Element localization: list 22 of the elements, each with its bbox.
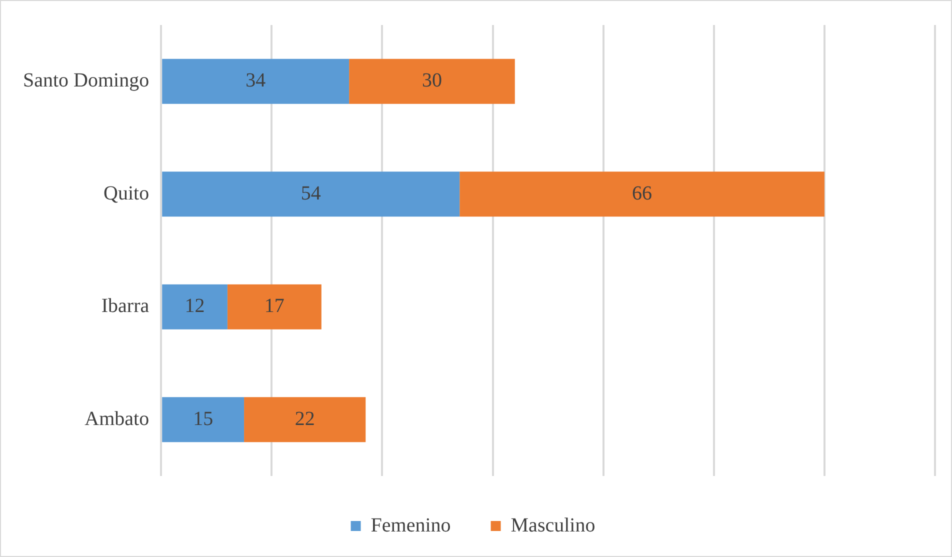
data-label: 12	[184, 295, 205, 318]
bar	[162, 284, 228, 330]
bar	[162, 58, 350, 104]
data-label: 22	[294, 408, 315, 430]
y-tick-label: Santo Domingo	[22, 70, 150, 92]
data-label: 34	[246, 70, 266, 92]
legend-label: Masculino	[510, 514, 596, 536]
data-label: 30	[422, 70, 442, 92]
data-label: 17	[264, 295, 284, 318]
legend-label: Femenino	[370, 514, 451, 536]
data-label: 15	[193, 408, 214, 430]
bar	[162, 172, 460, 217]
bar	[349, 58, 515, 104]
data-label: 66	[632, 182, 652, 204]
bar	[227, 284, 322, 330]
y-tick-label: Ambato	[84, 408, 150, 430]
y-tick-label: Ibarra	[101, 295, 150, 318]
bar	[162, 397, 244, 442]
y-tick-label: Quito	[104, 182, 150, 204]
data-label: 54	[300, 182, 321, 204]
bar	[244, 397, 366, 442]
bar	[460, 172, 824, 217]
